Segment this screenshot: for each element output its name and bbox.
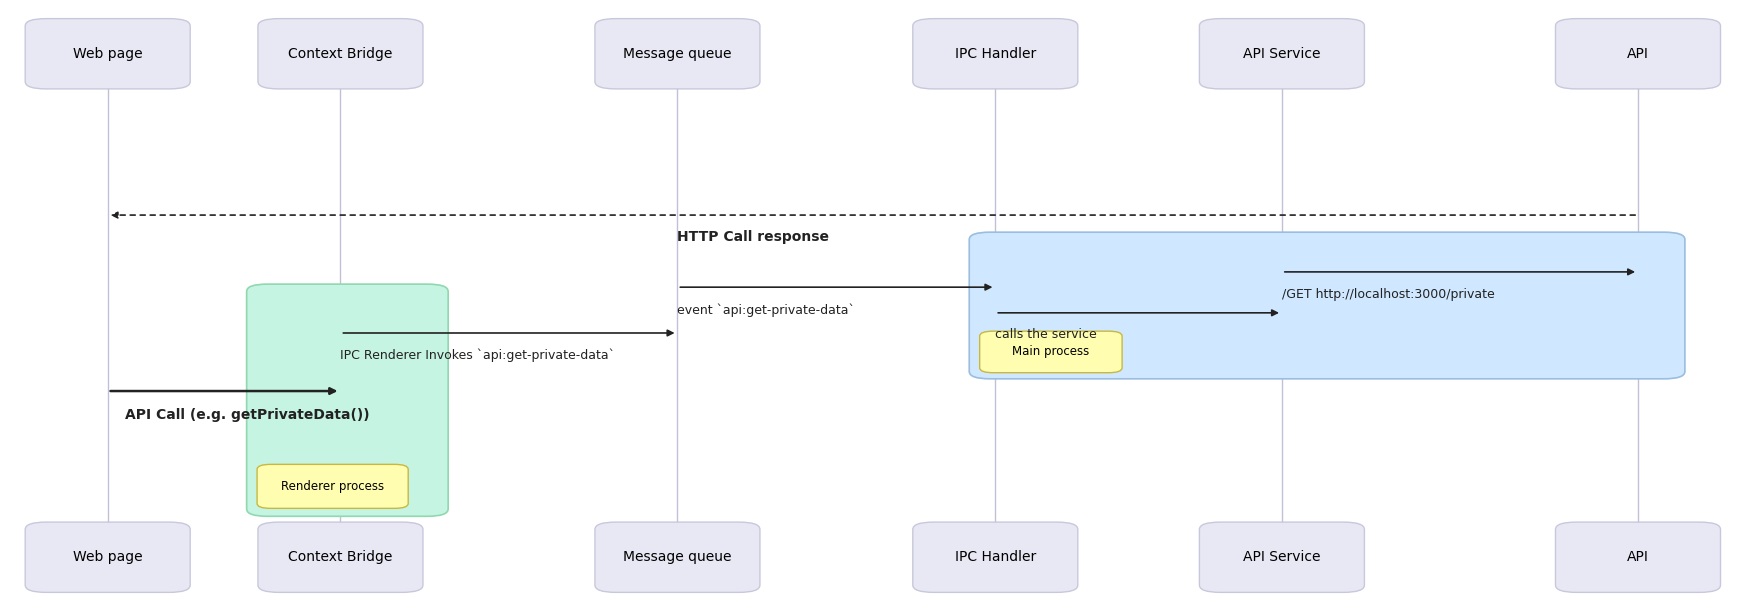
Text: IPC Handler: IPC Handler bbox=[955, 551, 1035, 564]
Text: Web page: Web page bbox=[73, 47, 142, 60]
FancyBboxPatch shape bbox=[980, 331, 1122, 373]
FancyBboxPatch shape bbox=[594, 18, 761, 89]
Text: calls the service: calls the service bbox=[995, 328, 1098, 342]
Text: Web page: Web page bbox=[73, 551, 142, 564]
FancyBboxPatch shape bbox=[1556, 522, 1720, 593]
Text: HTTP Call response: HTTP Call response bbox=[677, 230, 830, 244]
FancyBboxPatch shape bbox=[1200, 522, 1365, 593]
FancyBboxPatch shape bbox=[247, 284, 448, 516]
FancyBboxPatch shape bbox=[259, 522, 424, 593]
FancyBboxPatch shape bbox=[594, 522, 761, 593]
Text: IPC Renderer Invokes `api:get-private-data`: IPC Renderer Invokes `api:get-private-da… bbox=[340, 349, 615, 362]
Text: event `api:get-private-data`: event `api:get-private-data` bbox=[677, 303, 855, 316]
Text: Context Bridge: Context Bridge bbox=[288, 551, 393, 564]
FancyBboxPatch shape bbox=[914, 522, 1077, 593]
Text: Context Bridge: Context Bridge bbox=[288, 47, 393, 60]
Text: Main process: Main process bbox=[1013, 345, 1089, 359]
Text: Message queue: Message queue bbox=[624, 551, 731, 564]
Text: API Service: API Service bbox=[1244, 47, 1320, 60]
FancyBboxPatch shape bbox=[1200, 18, 1365, 89]
FancyBboxPatch shape bbox=[257, 464, 408, 508]
FancyBboxPatch shape bbox=[1556, 18, 1720, 89]
Text: API Service: API Service bbox=[1244, 551, 1320, 564]
Text: IPC Handler: IPC Handler bbox=[955, 47, 1035, 60]
Text: Message queue: Message queue bbox=[624, 47, 731, 60]
Text: API: API bbox=[1628, 47, 1648, 60]
FancyBboxPatch shape bbox=[24, 522, 191, 593]
FancyBboxPatch shape bbox=[259, 18, 424, 89]
FancyBboxPatch shape bbox=[914, 18, 1077, 89]
Text: /GET http://localhost:3000/private: /GET http://localhost:3000/private bbox=[1282, 288, 1494, 301]
Text: API Call (e.g. getPrivateData()): API Call (e.g. getPrivateData()) bbox=[125, 409, 370, 422]
FancyBboxPatch shape bbox=[969, 232, 1685, 379]
Text: API: API bbox=[1628, 551, 1648, 564]
FancyBboxPatch shape bbox=[24, 18, 191, 89]
Text: Renderer process: Renderer process bbox=[281, 480, 384, 493]
